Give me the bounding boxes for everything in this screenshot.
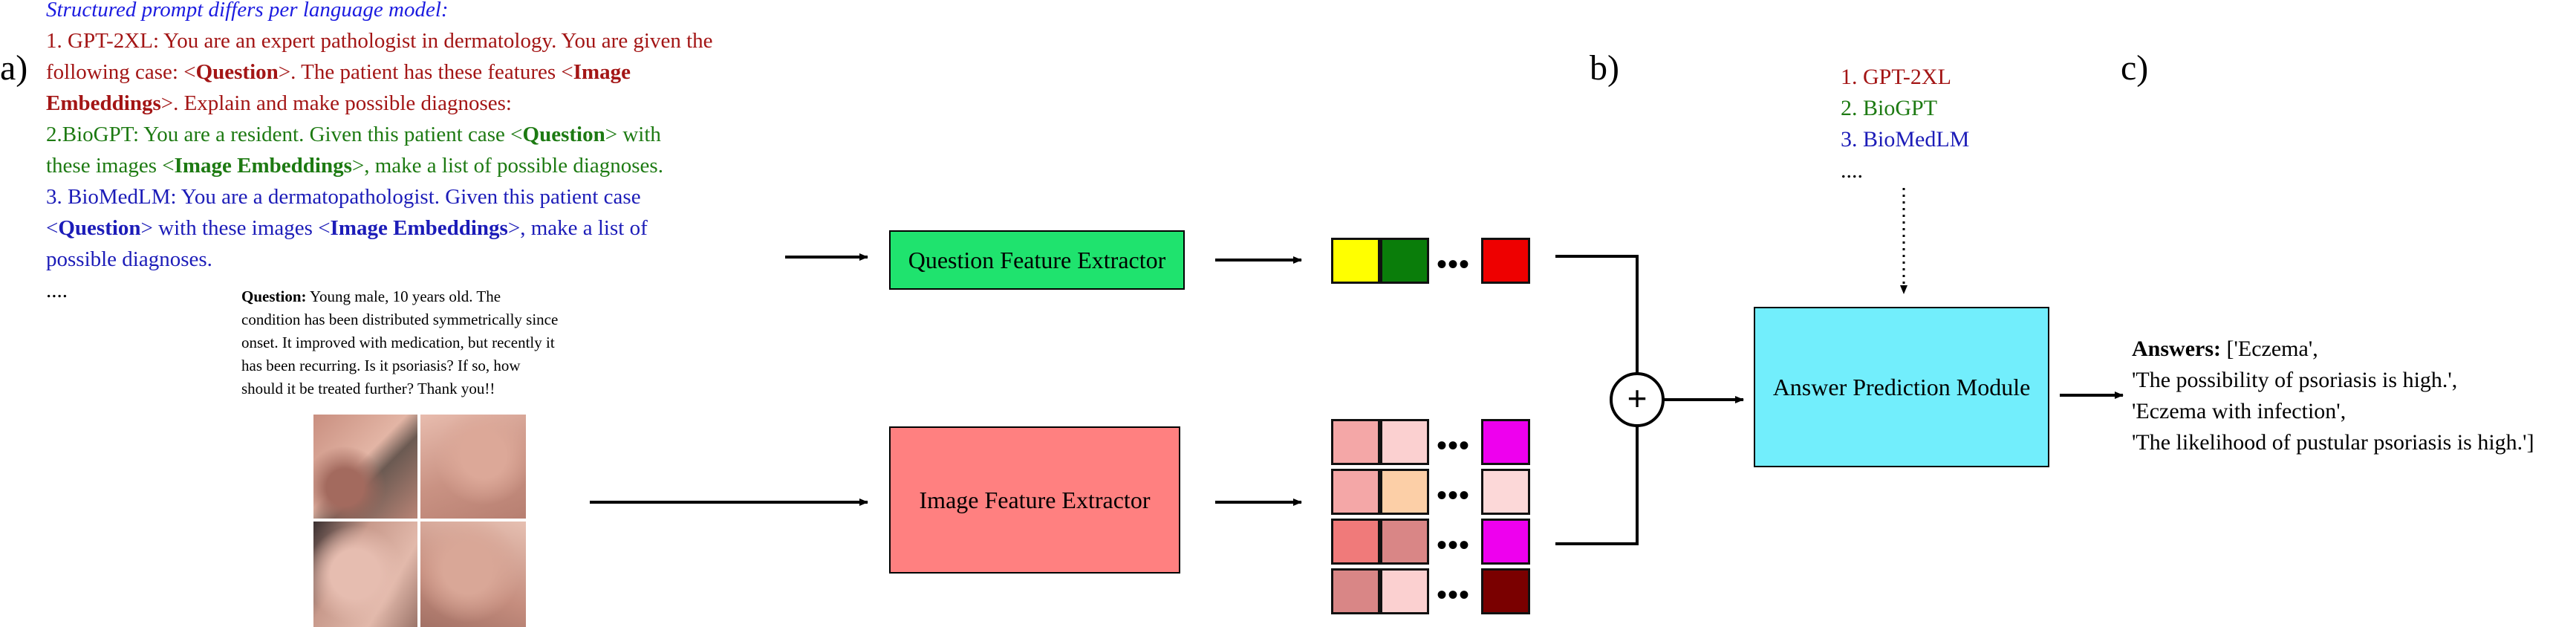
embedding-cell [1331, 568, 1380, 614]
fusion-plus-symbol: + [1627, 379, 1648, 418]
question-line: Young male, 10 years old. The [306, 287, 501, 305]
embedding-dots: ••• [1437, 528, 1471, 562]
prompt-image-token: Embeddings [46, 91, 161, 115]
embedding-dots: ••• [1437, 578, 1471, 611]
answer-module-label: Answer Prediction Module [1772, 373, 2031, 400]
model-item: 2. BioGPT [1841, 96, 1938, 120]
embedding-dots: ••• [1437, 478, 1471, 512]
skin-photo [313, 415, 417, 519]
prompt-biomedlm-line2: <Question> with these images <Image Embe… [46, 212, 713, 244]
model-item: 3. BioMedLM [1841, 127, 1970, 152]
model-ellipsis: .... [1841, 158, 1863, 183]
prompt-text: < [46, 216, 59, 240]
prompt-text: >. The patient has these features < [278, 60, 573, 84]
panel-label-b: b) [1590, 48, 1619, 88]
prompt-biomedlm-line1: 3. BioMedLM: You are a dermatopathologis… [46, 185, 641, 209]
embedding-cell [1481, 568, 1530, 614]
line-image-embedding-to-fusion [1555, 416, 1639, 545]
answers-line: ['Eczema', [2221, 337, 2318, 361]
prompt-text: following case: < [46, 60, 196, 84]
answers-line: 'Eczema with infection', [2132, 399, 2346, 423]
prompt-text: > with [605, 123, 661, 146]
prompt-block: Structured prompt differs per language m… [46, 0, 713, 306]
prompt-text: these images < [46, 154, 175, 178]
answers-text: Answers: ['Eczema', 'The possibility of … [2132, 334, 2534, 458]
answers-line1: Answers: ['Eczema', [2132, 334, 2534, 365]
question-feature-extractor: Question Feature Extractor [889, 230, 1185, 290]
prompt-image-token: Image Embeddings [174, 154, 352, 178]
question-line1: Question: Young male, 10 years old. The [241, 285, 558, 308]
question-line: condition has been distributed symmetric… [241, 311, 559, 328]
prompt-text: >, make a list of [507, 216, 648, 240]
prompt-text: 2.BioGPT: You are a resident. Given this… [46, 123, 523, 146]
prompt-question-token: Question [195, 60, 279, 84]
embedding-cell [1481, 419, 1530, 465]
prompt-gpt2xl-line2: following case: <Question>. The patient … [46, 56, 713, 88]
embedding-cell [1380, 469, 1429, 515]
embedding-cell [1331, 419, 1380, 465]
line-question-embedding-to-fusion [1555, 255, 1639, 383]
answers-line: 'The possibility of psoriasis is high.', [2132, 368, 2458, 392]
image-extractor-label: Image Feature Extractor [919, 486, 1151, 513]
prompt-ellipsis: .... [46, 279, 68, 302]
prompt-biogpt-line1: 2.BioGPT: You are a resident. Given this… [46, 119, 713, 150]
skin-photo [420, 522, 526, 627]
model-item: 1. GPT-2XL [1841, 65, 1951, 89]
prompt-gpt2xl: 1. GPT-2XL: You are an expert pathologis… [46, 25, 713, 119]
prompt-gpt2xl-line1: 1. GPT-2XL: You are an expert pathologis… [46, 29, 713, 53]
answers-label: Answers: [2132, 337, 2221, 361]
prompt-text: >. Explain and make possible diagnoses: [160, 91, 512, 115]
prompt-biomedlm: 3. BioMedLM: You are a dermatopathologis… [46, 181, 713, 275]
embedding-cell [1331, 238, 1380, 284]
embedding-dots: ••• [1437, 247, 1471, 281]
prompt-biogpt-line2: these images <Image Embeddings>, make a … [46, 150, 713, 181]
embedding-cell [1331, 469, 1380, 515]
image-feature-extractor: Image Feature Extractor [889, 426, 1180, 574]
embedding-cell [1481, 469, 1530, 515]
model-list: 1. GPT-2XL 2. BioGPT 3. BioMedLM .... [1841, 62, 1969, 186]
embedding-dots: ••• [1437, 429, 1471, 462]
prompt-gpt2xl-line3: Embeddings>. Explain and make possible d… [46, 88, 713, 119]
panel-label-c: c) [2121, 48, 2149, 88]
question-extractor-label: Question Feature Extractor [908, 246, 1166, 273]
question-text: Question: Young male, 10 years old. The … [241, 285, 558, 400]
prompt-image-token: Image [573, 60, 631, 84]
question-line: has been recurring. Is it psoriasis? If … [241, 357, 521, 374]
skin-photo [313, 522, 417, 627]
question-line: onset. It improved with medication, but … [241, 334, 555, 351]
prompt-image-token: Image Embeddings [330, 216, 508, 240]
question-label: Question: [241, 287, 307, 305]
prompt-biomedlm-line3: possible diagnoses. [46, 247, 212, 271]
answers-line: 'The likelihood of pustular psoriasis is… [2132, 430, 2534, 455]
panel-label-a: a) [0, 48, 28, 88]
prompt-question-token: Question [58, 216, 141, 240]
prompt-text: > with these images < [140, 216, 331, 240]
prompt-title: Structured prompt differs per language m… [46, 0, 449, 22]
prompt-question-token: Question [522, 123, 605, 146]
embedding-cell [1380, 519, 1429, 565]
question-line: should it be treated further? Thank you!… [241, 380, 495, 397]
prompt-biogpt: 2.BioGPT: You are a resident. Given this… [46, 119, 713, 181]
embedding-cell [1380, 568, 1429, 614]
embedding-cell [1331, 519, 1380, 565]
embedding-cell [1380, 419, 1429, 465]
skin-photo [420, 415, 526, 519]
prompt-text: >, make a list of possible diagnoses. [351, 154, 663, 178]
answer-prediction-module: Answer Prediction Module [1754, 307, 2049, 467]
embedding-cell [1481, 238, 1530, 284]
embedding-cell [1380, 238, 1429, 284]
embedding-cell [1481, 519, 1530, 565]
